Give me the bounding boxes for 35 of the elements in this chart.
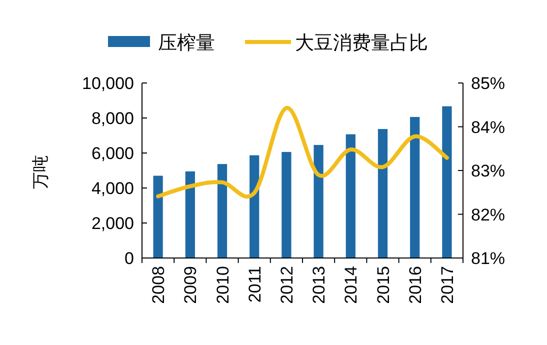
line-series xyxy=(156,106,449,198)
y-tick-label: 2,000 xyxy=(91,214,134,233)
x-tick-label: 2008 xyxy=(149,266,168,304)
bar xyxy=(217,164,228,258)
legend-label: 大豆消费量占比 xyxy=(295,33,428,54)
x-tick-label: 2017 xyxy=(438,266,457,304)
bar xyxy=(378,129,388,258)
bar xyxy=(185,171,195,258)
bar xyxy=(153,176,163,258)
y2-tick-label: 84% xyxy=(471,118,506,137)
y-tick-label: 10,000 xyxy=(82,74,134,93)
x-tick-label: 2011 xyxy=(245,266,264,303)
bar xyxy=(346,134,356,258)
x-tick-label: 2010 xyxy=(213,266,232,304)
bar xyxy=(410,116,420,258)
bar xyxy=(282,152,292,258)
y-tick-label: 4,000 xyxy=(91,179,134,198)
x-tick-label: 2013 xyxy=(310,266,329,304)
y2-tick-label: 83% xyxy=(471,162,506,180)
x-tick-label: 2012 xyxy=(277,266,296,304)
y-tick-label: 8,000 xyxy=(91,109,134,128)
y2-tick-label: 81% xyxy=(471,249,506,268)
x-tick-label: 2015 xyxy=(374,266,393,304)
y-tick-label: 6,000 xyxy=(91,144,134,163)
x-tick-label: 2016 xyxy=(406,266,425,304)
x-tick-label: 2009 xyxy=(181,266,200,304)
y2-tick-label: 82% xyxy=(471,205,506,224)
y2-tick-label: 85% xyxy=(471,74,506,93)
bar xyxy=(250,155,260,258)
x-tick-label: 2014 xyxy=(342,266,361,304)
legend-label: 压榨量 xyxy=(158,33,215,54)
y-tick-label: 0 xyxy=(124,249,134,268)
y-axis-title: 万吨 xyxy=(31,155,50,189)
bar xyxy=(314,144,324,258)
bar xyxy=(442,106,452,258)
